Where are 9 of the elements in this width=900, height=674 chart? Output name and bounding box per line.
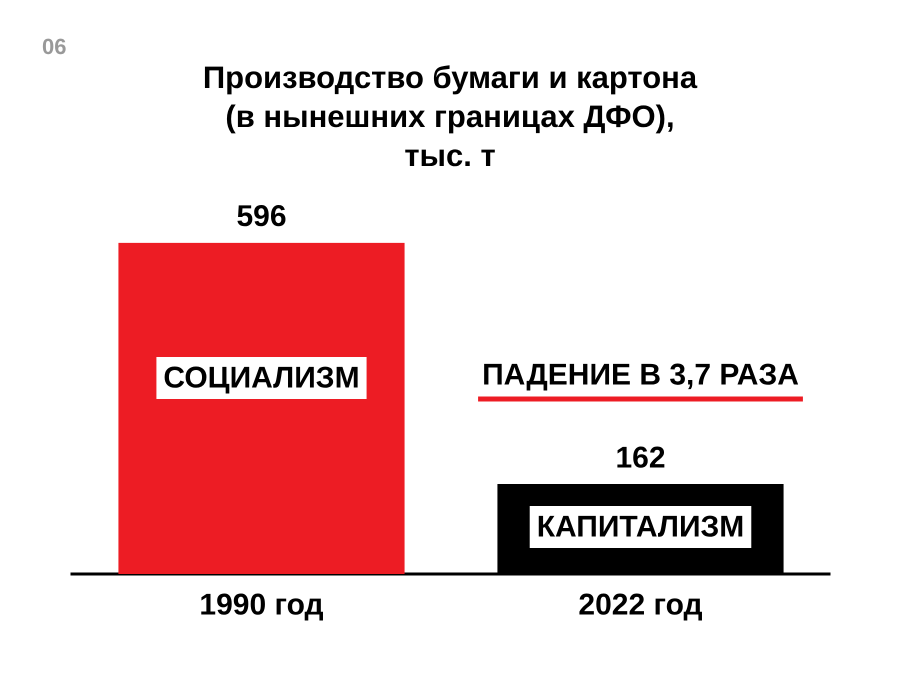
annotation: КАПИТАЛИЗМ (536, 510, 744, 544)
chart-title: Производство бумаги и картона (в нынешних границах ДФО), тыс. т (202, 59, 698, 175)
annotation: СОЦИАЛИЗМ (163, 361, 360, 394)
x-tick-label: 1990 год (199, 588, 324, 622)
text: 06 (42, 34, 66, 60)
data-label: 162 (615, 441, 666, 474)
x-tick-label: 2022 год (578, 588, 703, 622)
annotation: ПАДЕНИЕ В 3,7 РАЗА (482, 358, 799, 392)
data-label: 596 (236, 200, 287, 234)
